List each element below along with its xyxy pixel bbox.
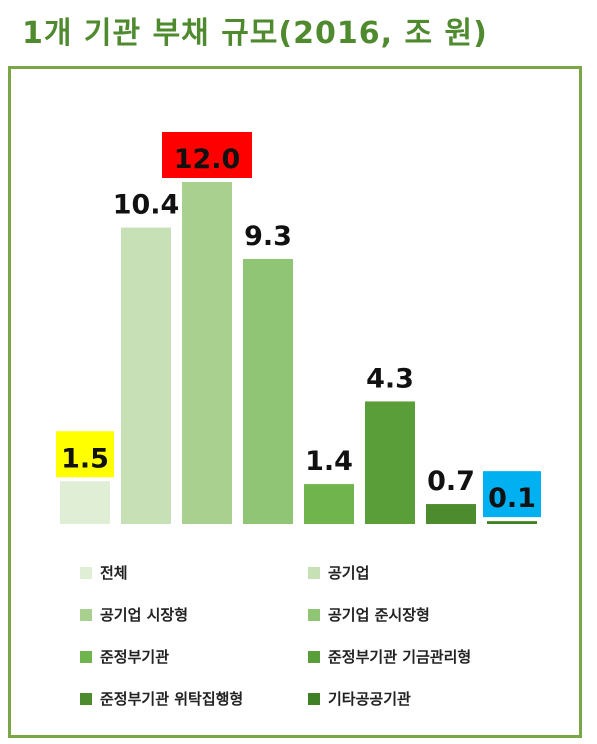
legend-item-4: 공기업 준시장형 bbox=[308, 604, 430, 625]
data-label-1: 1.5 bbox=[61, 443, 109, 474]
bar-3 bbox=[182, 182, 232, 524]
legend-label: 기타공공기관 bbox=[328, 690, 411, 708]
data-label-2: 10.4 bbox=[113, 190, 180, 221]
legend-label: 준정부기관 기금관리형 bbox=[328, 648, 472, 666]
bar-8 bbox=[487, 521, 537, 524]
legend-swatch bbox=[308, 650, 320, 663]
legend-swatch bbox=[80, 692, 92, 705]
data-label-4: 9.3 bbox=[244, 221, 292, 252]
data-label-highlight-3 bbox=[162, 132, 252, 178]
bar-4 bbox=[243, 258, 293, 524]
data-label-3: 12.0 bbox=[174, 144, 241, 175]
legend-swatch bbox=[80, 650, 92, 663]
data-label-8: 0.1 bbox=[488, 483, 536, 514]
bar-2 bbox=[121, 227, 171, 524]
legend-swatch bbox=[80, 608, 92, 621]
legend-swatch bbox=[308, 692, 320, 705]
legend-swatch bbox=[308, 608, 320, 621]
legend-label: 공기업 준시장형 bbox=[328, 606, 430, 624]
legend-label: 전체 bbox=[100, 564, 128, 582]
legend-item-8: 기타공공기관 bbox=[308, 688, 411, 709]
legend-item-2: 공기업 bbox=[308, 562, 369, 583]
data-label-7: 0.7 bbox=[427, 466, 475, 497]
legend-item-3: 공기업 시장형 bbox=[80, 604, 188, 625]
bar-7 bbox=[426, 504, 476, 524]
chart-frame bbox=[8, 66, 582, 738]
chart-title: 1개 기관 부채 규모(2016, 조 원) bbox=[22, 16, 488, 51]
data-label-highlight-1 bbox=[56, 431, 114, 478]
legend-swatch bbox=[308, 566, 320, 579]
data-label-6: 4.3 bbox=[366, 363, 414, 394]
bar-1 bbox=[60, 481, 110, 524]
bar-5 bbox=[304, 484, 354, 524]
legend-label: 공기업 시장형 bbox=[100, 606, 189, 624]
legend-label: 공기업 bbox=[328, 564, 370, 582]
legend-item-5: 준정부기관 bbox=[80, 646, 169, 667]
bar-6 bbox=[365, 401, 415, 524]
legend-swatch bbox=[80, 566, 92, 579]
legend-label: 준정부기관 위탁집행형 bbox=[100, 690, 244, 708]
data-label-5: 1.4 bbox=[305, 446, 353, 477]
legend-item-7: 준정부기관 위탁집행형 bbox=[80, 688, 243, 709]
legend-item-1: 전체 bbox=[80, 562, 128, 583]
data-label-highlight-8 bbox=[483, 471, 541, 518]
legend-item-6: 준정부기관 기금관리형 bbox=[308, 646, 471, 667]
legend-label: 준정부기관 bbox=[100, 648, 170, 666]
